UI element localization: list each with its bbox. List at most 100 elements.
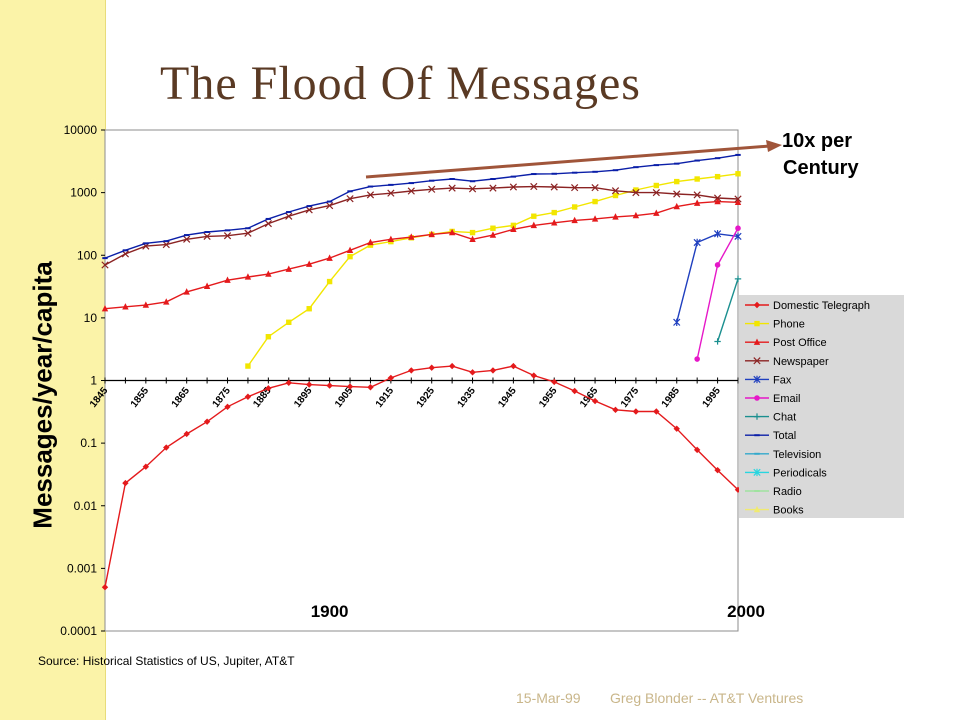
data-point — [428, 230, 435, 238]
legend-swatch-marker — [753, 375, 761, 384]
data-point — [673, 425, 680, 432]
data-point — [265, 334, 272, 340]
y-tick-label: 1000 — [70, 186, 97, 200]
data-point — [551, 378, 558, 386]
data-point — [285, 265, 292, 272]
legend-label: Domestic Telegraph — [773, 300, 870, 312]
data-point — [244, 229, 252, 237]
legend-label: Email — [773, 393, 801, 405]
data-point — [550, 183, 558, 191]
series-total — [102, 153, 741, 260]
data-point — [223, 232, 232, 240]
data-point — [203, 232, 211, 241]
data-point — [714, 338, 721, 345]
source-note: Source: Historical Statistics of US, Jup… — [38, 654, 295, 668]
footer-date: 15-Mar-99 — [516, 690, 581, 706]
data-point — [306, 306, 312, 312]
data-point — [346, 195, 354, 203]
data-point — [469, 369, 476, 376]
data-point — [592, 198, 598, 205]
data-point — [305, 206, 313, 214]
data-point — [591, 215, 599, 222]
y-tick-label: 100 — [77, 248, 97, 262]
data-point — [367, 384, 374, 391]
data-point — [244, 393, 252, 400]
data-point — [510, 362, 517, 370]
trend-annotation-line-1: 10x per — [782, 130, 853, 152]
data-point — [673, 318, 681, 326]
trend-annotation-line-2: Century — [783, 157, 859, 179]
series-email — [694, 225, 741, 362]
data-point — [713, 194, 722, 202]
series-chat — [714, 275, 742, 345]
data-point — [183, 430, 190, 438]
y-tick-label: 0.001 — [67, 561, 97, 575]
data-point — [265, 385, 272, 392]
series-line — [716, 278, 739, 342]
data-point — [591, 397, 599, 405]
data-point — [264, 219, 272, 228]
data-point — [101, 261, 109, 269]
data-point — [693, 238, 701, 247]
series-line — [104, 185, 739, 266]
data-point — [694, 176, 700, 182]
data-point — [325, 202, 334, 210]
legend-label: Phone — [773, 319, 805, 331]
legend-swatch-marker — [754, 320, 760, 327]
data-point — [387, 189, 395, 197]
legend-label: Books — [773, 505, 804, 517]
data-point — [530, 182, 538, 191]
data-point — [734, 275, 742, 283]
y-tick-label: 0.0001 — [60, 624, 97, 638]
data-point — [163, 298, 170, 305]
data-point — [101, 305, 109, 312]
data-point — [387, 235, 395, 242]
series-post-office — [101, 197, 742, 312]
data-point — [244, 273, 252, 280]
legend-label: Post Office — [773, 337, 827, 349]
data-point — [694, 356, 700, 362]
series-newspaper — [101, 182, 742, 269]
y-tick-label: 0.1 — [80, 436, 97, 450]
footer-author: Greg Blonder -- AT&T Ventures — [610, 690, 804, 706]
trend-arrow-line — [365, 144, 771, 179]
series-line — [104, 365, 739, 588]
data-point — [510, 222, 517, 229]
data-point — [122, 479, 129, 487]
data-point — [653, 408, 660, 415]
series-line — [104, 200, 739, 310]
data-point — [387, 374, 395, 382]
series-line — [676, 233, 739, 323]
data-point — [714, 262, 721, 268]
data-point — [632, 211, 640, 219]
data-point — [408, 233, 415, 240]
y-axis: 10000 1000 100 10 1 0.1 0.01 0.001 0.0001 — [60, 123, 105, 638]
data-point — [612, 213, 619, 220]
data-point — [633, 187, 639, 193]
y-axis-label: Messages/year/capita — [27, 261, 58, 529]
y-tick-label: 10000 — [64, 123, 98, 137]
data-point — [101, 584, 109, 591]
data-point — [530, 372, 538, 379]
trend-annotation: 10x per Century — [782, 128, 859, 182]
data-point — [183, 235, 191, 243]
data-point — [203, 418, 211, 425]
data-point — [286, 319, 292, 325]
data-point — [122, 303, 129, 310]
data-point — [326, 382, 333, 389]
data-point — [448, 228, 456, 236]
data-point — [714, 197, 721, 205]
data-point — [326, 254, 333, 261]
legend-label: Periodicals — [773, 467, 827, 479]
data-point — [735, 171, 741, 177]
series-domestic-telegraph — [101, 362, 742, 591]
side-band — [0, 0, 106, 720]
data-point — [612, 192, 619, 199]
legend-swatch-marker — [754, 395, 760, 401]
legend-label: Newspaper — [773, 356, 829, 368]
series-line — [104, 154, 739, 259]
y-tick-label: 1 — [90, 374, 97, 388]
data-point — [489, 367, 497, 374]
legend-swatch-marker — [753, 338, 761, 345]
data-point — [285, 379, 292, 386]
